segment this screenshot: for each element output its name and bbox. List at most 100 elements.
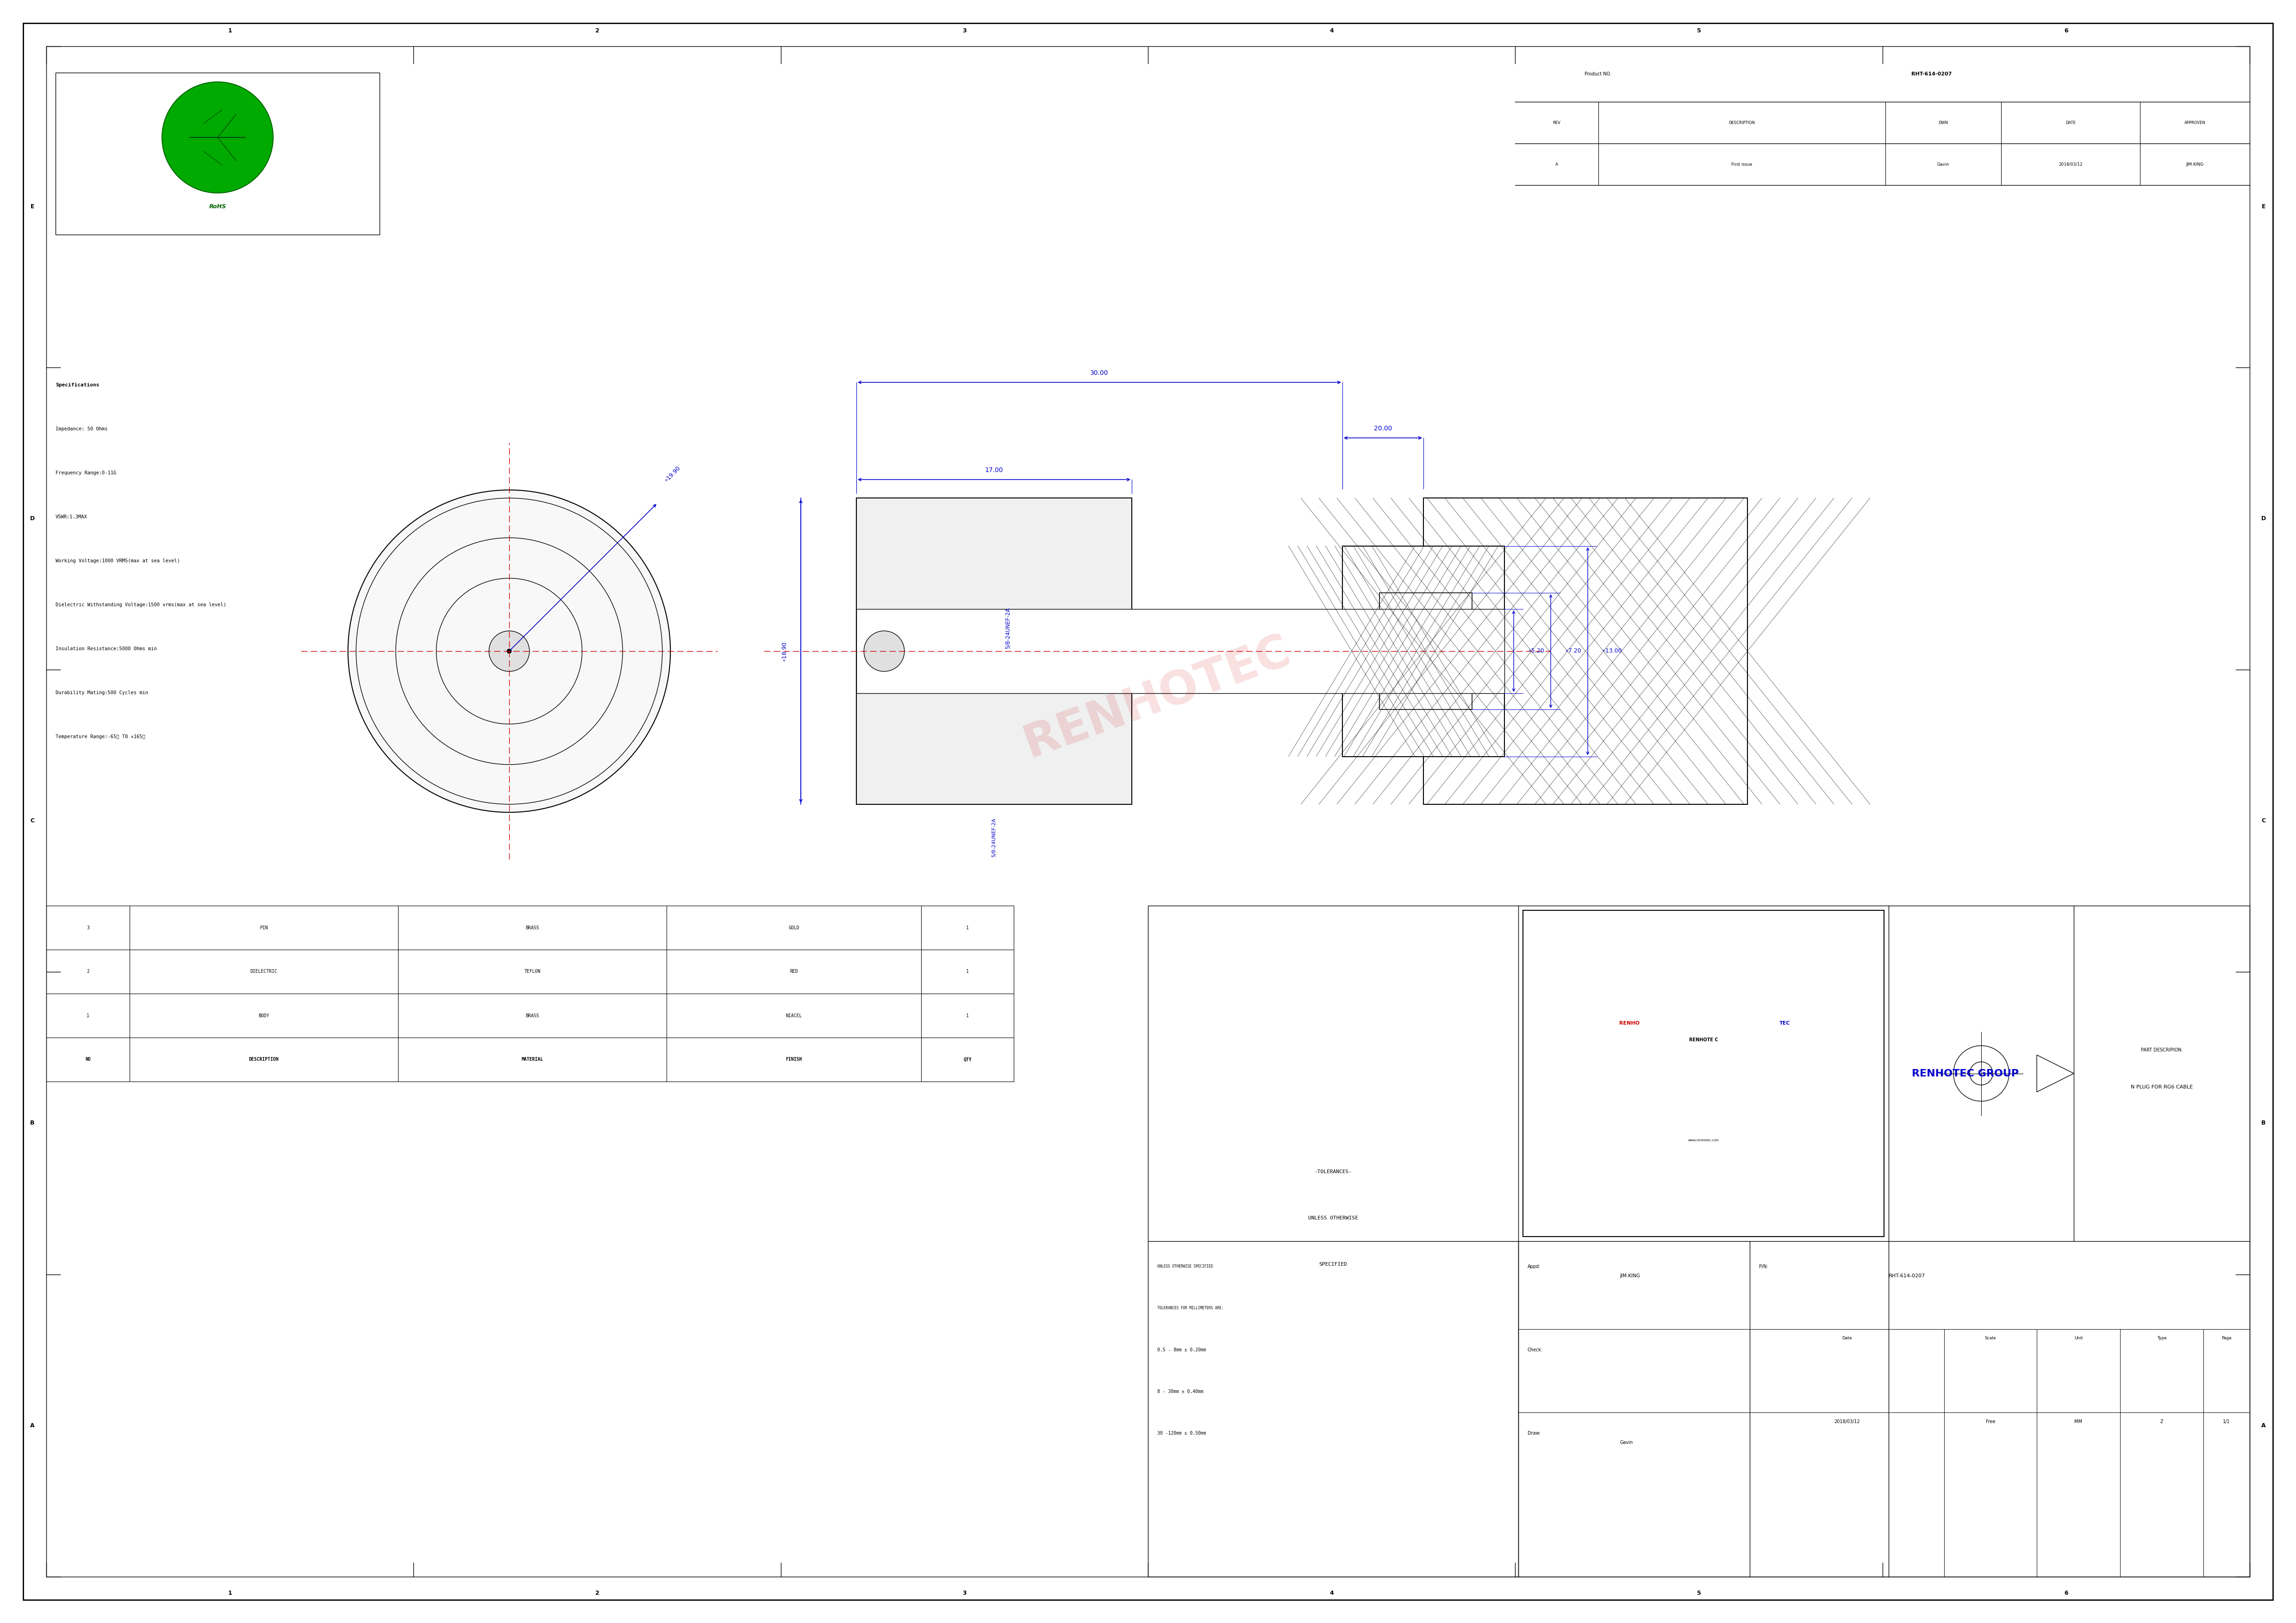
Text: 3: 3 xyxy=(962,28,967,34)
Text: P/N:: P/N: xyxy=(1759,1264,1768,1269)
Text: RHT-614-0207: RHT-614-0207 xyxy=(1913,71,1952,76)
Text: C: C xyxy=(2262,818,2266,824)
Text: A: A xyxy=(1554,162,1559,167)
Text: 1/1: 1/1 xyxy=(2223,1420,2229,1423)
Text: UNLESS OTHERWISE SPECIFIED: UNLESS OTHERWISE SPECIFIED xyxy=(1157,1264,1212,1269)
Text: Unit: Unit xyxy=(2073,1336,2082,1341)
Text: 4: 4 xyxy=(1329,28,1334,34)
Circle shape xyxy=(349,490,670,812)
Text: BRASS: BRASS xyxy=(526,925,540,930)
Bar xyxy=(1424,498,1747,805)
Text: 4: 4 xyxy=(1329,1591,1334,1595)
Text: Z: Z xyxy=(2161,1420,2163,1423)
Text: Draw:: Draw: xyxy=(1527,1431,1541,1436)
Text: Specifications: Specifications xyxy=(55,383,99,388)
Text: www.renhotec.com: www.renhotec.com xyxy=(1688,1139,1720,1143)
Text: ∘18.90: ∘18.90 xyxy=(781,641,788,661)
Circle shape xyxy=(863,631,905,672)
Text: 5: 5 xyxy=(1697,28,1701,34)
Text: SPECIFIED: SPECIFIED xyxy=(1320,1263,1348,1266)
Text: Insulation Resistance:5000 Ohms min: Insulation Resistance:5000 Ohms min xyxy=(55,646,156,651)
Text: Product NO.: Product NO. xyxy=(1584,71,1612,76)
Text: 2: 2 xyxy=(87,969,90,974)
Text: D: D xyxy=(30,516,34,521)
Text: Temperature Range:-65℃ TO +165℃: Temperature Range:-65℃ TO +165℃ xyxy=(55,735,145,738)
Bar xyxy=(1343,545,1504,756)
Text: 2: 2 xyxy=(595,1591,599,1595)
Text: 1: 1 xyxy=(967,1013,969,1018)
Text: DESCRIPTION: DESCRIPTION xyxy=(1729,120,1754,125)
Text: Scale: Scale xyxy=(1984,1336,1995,1341)
Text: TOLERANCES FOR MILLIMETERS ARE:: TOLERANCES FOR MILLIMETERS ARE: xyxy=(1157,1307,1224,1310)
Text: MATERIAL: MATERIAL xyxy=(521,1057,544,1061)
Text: 3: 3 xyxy=(962,1591,967,1595)
Text: ∘5.20: ∘5.20 xyxy=(1527,648,1545,654)
Text: RED: RED xyxy=(790,969,799,974)
Circle shape xyxy=(489,631,530,672)
Text: ∘13.00: ∘13.00 xyxy=(1603,648,1621,654)
Text: DWN: DWN xyxy=(1938,120,1949,125)
Text: VSWR:1.3MAX: VSWR:1.3MAX xyxy=(55,514,87,519)
Text: MM: MM xyxy=(2076,1420,2082,1423)
Text: 5/8-24UNEF-2A: 5/8-24UNEF-2A xyxy=(1006,607,1010,649)
Text: 1: 1 xyxy=(227,1591,232,1595)
Text: DATE: DATE xyxy=(2066,120,2076,125)
Bar xyxy=(856,609,1504,693)
Text: NIACEL: NIACEL xyxy=(785,1013,801,1018)
Text: B: B xyxy=(2262,1120,2266,1126)
Text: E: E xyxy=(30,204,34,209)
Text: A: A xyxy=(30,1423,34,1428)
Text: ∘7.20: ∘7.20 xyxy=(1564,648,1582,654)
Text: 20.00: 20.00 xyxy=(1373,425,1391,432)
Text: 2018/03/12: 2018/03/12 xyxy=(2060,162,2082,167)
Text: NO: NO xyxy=(85,1057,90,1061)
Circle shape xyxy=(163,81,273,193)
Text: N PLUG FOR RG6 CABLE: N PLUG FOR RG6 CABLE xyxy=(2131,1086,2193,1089)
Text: Check:: Check: xyxy=(1527,1347,1543,1352)
Text: PART DESCRIPION:: PART DESCRIPION: xyxy=(2140,1048,2183,1053)
Text: RHT-614-0207: RHT-614-0207 xyxy=(1890,1274,1926,1279)
Text: APPROVEN: APPROVEN xyxy=(2183,120,2206,125)
Text: 1: 1 xyxy=(967,925,969,930)
Text: UNLESS OTHERWISE: UNLESS OTHERWISE xyxy=(1309,1216,1359,1220)
Text: 2018/03/12: 2018/03/12 xyxy=(1835,1420,1860,1423)
Text: PIN: PIN xyxy=(259,925,269,930)
Text: Appd:: Appd: xyxy=(1527,1264,1541,1269)
Text: 30.00: 30.00 xyxy=(1091,370,1109,377)
Circle shape xyxy=(507,649,512,654)
Text: Working Voltage:1000 VRMS(max at sea level): Working Voltage:1000 VRMS(max at sea lev… xyxy=(55,558,179,563)
Text: Page: Page xyxy=(2223,1336,2232,1341)
Text: C: C xyxy=(30,818,34,824)
Text: First issue: First issue xyxy=(1731,162,1752,167)
Text: GOLD: GOLD xyxy=(788,925,799,930)
Text: 8 - 30mm ± 0.40mm: 8 - 30mm ± 0.40mm xyxy=(1157,1389,1203,1394)
Text: Gavin: Gavin xyxy=(1938,162,1949,167)
Text: 30 -120mm ± 0.50mm: 30 -120mm ± 0.50mm xyxy=(1157,1431,1205,1436)
Text: RENHOTE C: RENHOTE C xyxy=(1690,1037,1717,1042)
Text: 2: 2 xyxy=(595,28,599,34)
Text: JIM.KING: JIM.KING xyxy=(1621,1274,1639,1279)
Text: BODY: BODY xyxy=(259,1013,269,1018)
Bar xyxy=(856,498,1132,805)
Text: REV: REV xyxy=(1552,120,1561,125)
Text: 17.00: 17.00 xyxy=(985,467,1003,474)
Text: D: D xyxy=(2262,516,2266,521)
Text: Durability Mating:500 Cycles min: Durability Mating:500 Cycles min xyxy=(55,690,149,695)
Text: Frequency Range:0-11G: Frequency Range:0-11G xyxy=(55,471,117,476)
Text: DIELECTRIC: DIELECTRIC xyxy=(250,969,278,974)
Text: 6: 6 xyxy=(2064,1591,2069,1595)
Text: 0.5 - 8mm ± 0.20mm: 0.5 - 8mm ± 0.20mm xyxy=(1157,1347,1205,1352)
Text: 5/8-24UNEF-2A: 5/8-24UNEF-2A xyxy=(992,818,996,857)
Text: Free: Free xyxy=(1986,1420,1995,1423)
Bar xyxy=(1380,592,1472,709)
Text: RENHOTEC GROUP: RENHOTEC GROUP xyxy=(1913,1070,2018,1078)
Text: 1: 1 xyxy=(227,28,232,34)
Text: Gavin: Gavin xyxy=(1621,1440,1632,1444)
Text: RENHO: RENHO xyxy=(1619,1021,1639,1026)
Bar xyxy=(1148,906,2250,1576)
Text: 6: 6 xyxy=(2064,28,2069,34)
Text: RoHS: RoHS xyxy=(209,204,227,209)
Text: TEFLON: TEFLON xyxy=(523,969,540,974)
Text: JIM.KING: JIM.KING xyxy=(2186,162,2204,167)
Text: DESCRIPTION: DESCRIPTION xyxy=(248,1057,278,1061)
